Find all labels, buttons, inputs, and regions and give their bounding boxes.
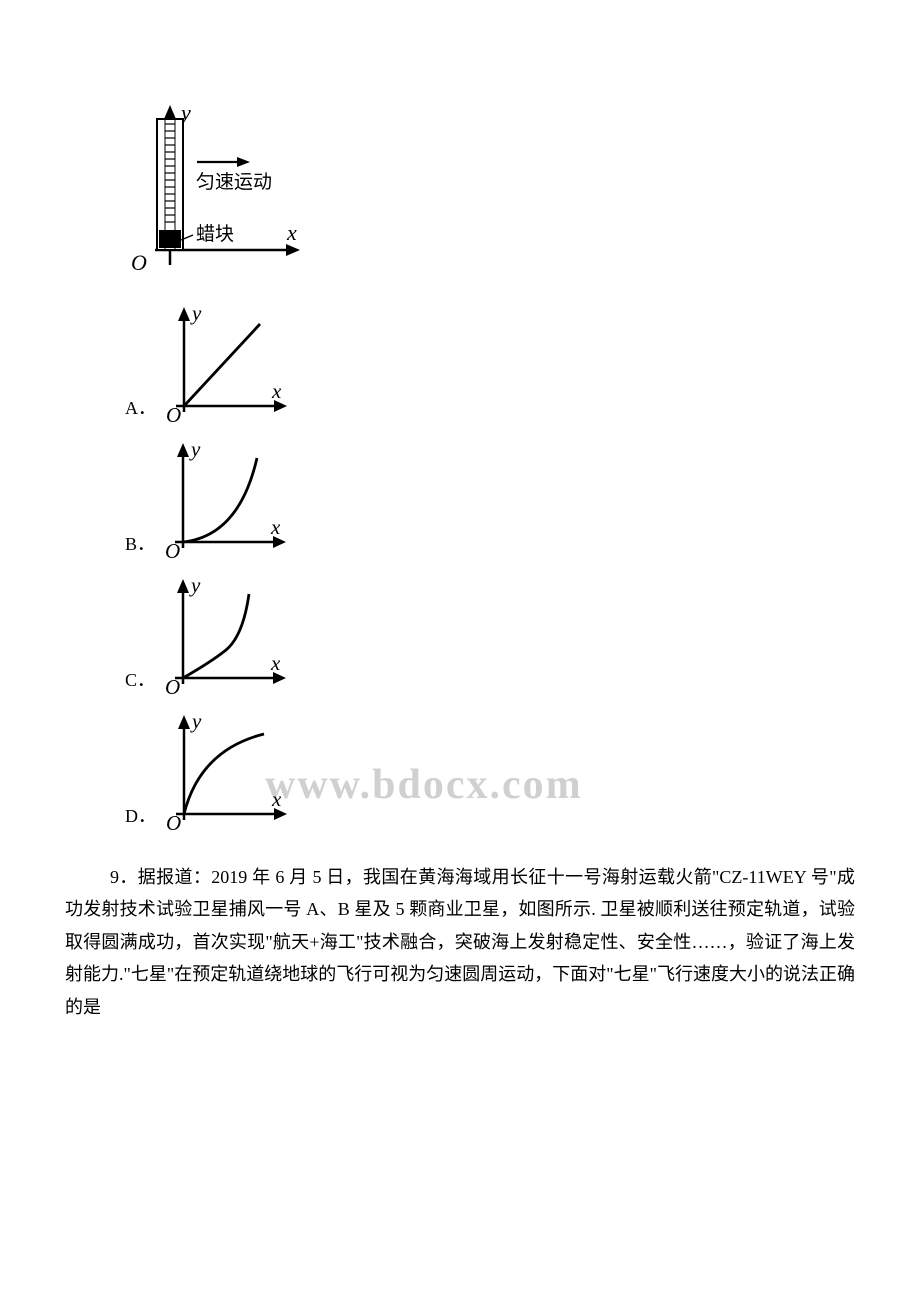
origin-label: O bbox=[131, 250, 147, 275]
uniform-motion-label: 匀速运动 bbox=[196, 171, 272, 193]
svg-text:O: O bbox=[165, 675, 180, 699]
question-8-main-diagram: y x O bbox=[125, 100, 855, 836]
option-c: C． y x O bbox=[125, 572, 855, 700]
svg-text:O: O bbox=[166, 811, 181, 835]
option-d: D． y x O bbox=[125, 708, 855, 836]
option-c-graph: y x O bbox=[161, 572, 296, 700]
option-d-label: D． bbox=[125, 800, 156, 836]
option-a-label: A． bbox=[125, 392, 156, 428]
svg-text:y: y bbox=[189, 437, 201, 461]
question-number: 9． bbox=[110, 867, 138, 887]
option-c-label: C． bbox=[125, 664, 155, 700]
svg-text:y: y bbox=[190, 301, 202, 325]
option-b-label: B． bbox=[125, 528, 155, 564]
option-a: A． y x O bbox=[125, 300, 855, 428]
svg-text:x: x bbox=[270, 515, 281, 539]
option-b: B． y x O bbox=[125, 436, 855, 564]
question-9-text: 9．据报道：2019 年 6 月 5 日，我国在黄海海域用长征十一号海射运载火箭… bbox=[65, 861, 855, 1023]
svg-text:x: x bbox=[270, 651, 281, 675]
svg-text:y: y bbox=[189, 573, 201, 597]
svg-text:x: x bbox=[271, 787, 282, 811]
option-b-graph: y x O bbox=[161, 436, 296, 564]
block-label: 蜡块 bbox=[196, 223, 234, 245]
x-axis-label: x bbox=[286, 220, 297, 245]
svg-text:O: O bbox=[165, 539, 180, 563]
svg-text:y: y bbox=[190, 709, 202, 733]
option-d-graph: y x O bbox=[162, 708, 297, 836]
question-body: 据报道：2019 年 6 月 5 日，我国在黄海海域用长征十一号海射运载火箭"C… bbox=[65, 867, 855, 1017]
svg-text:x: x bbox=[271, 379, 282, 403]
svg-text:O: O bbox=[166, 403, 181, 427]
option-a-graph: y x O bbox=[162, 300, 297, 428]
